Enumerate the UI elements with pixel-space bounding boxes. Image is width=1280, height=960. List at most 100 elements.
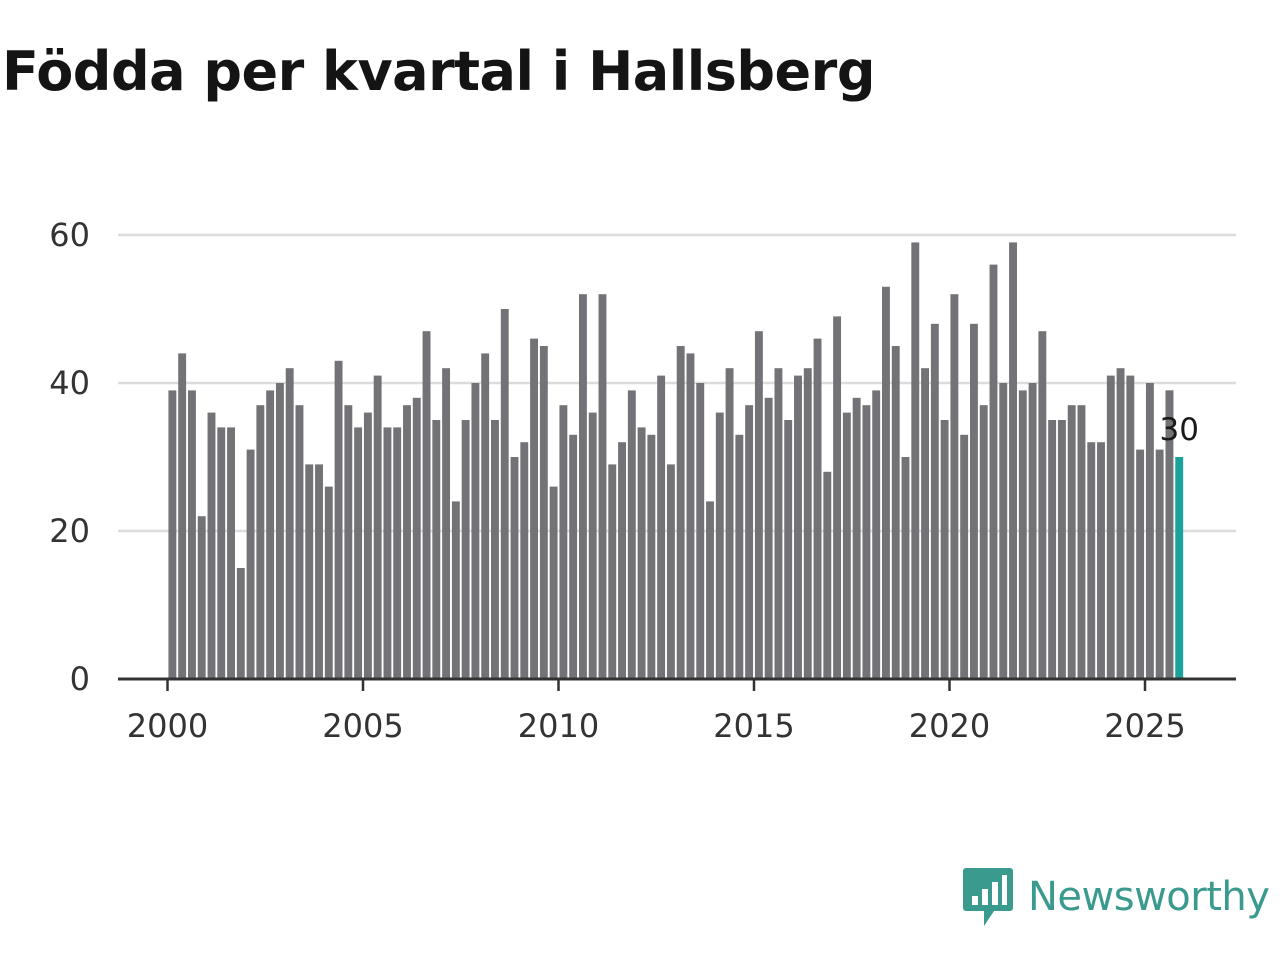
bar: [627, 390, 636, 679]
newsworthy-logo-icon: [963, 868, 1013, 926]
bar: [657, 375, 666, 679]
bar: [1155, 449, 1164, 679]
bar: [393, 427, 402, 679]
bar: [315, 464, 323, 679]
y-tick-label: 40: [49, 364, 90, 402]
bar: [940, 420, 949, 679]
bar: [451, 501, 460, 679]
bar: [794, 375, 802, 679]
bar: [901, 457, 910, 679]
bar: [383, 427, 392, 679]
bar: [275, 383, 284, 679]
bar: [960, 434, 969, 679]
bar: [530, 338, 539, 679]
bar: [725, 368, 734, 679]
bar: [930, 323, 939, 679]
bar: [442, 368, 451, 679]
bar: [217, 427, 226, 679]
bar: [774, 368, 783, 679]
bar: [510, 457, 519, 679]
bar: [911, 242, 920, 679]
x-tick-label: 2010: [518, 707, 599, 745]
bar: [735, 434, 744, 679]
bar: [891, 346, 900, 679]
bar: [588, 412, 597, 679]
bar: [246, 449, 255, 679]
bar: [1057, 420, 1066, 679]
bar: [1126, 375, 1135, 679]
bar: [1145, 383, 1154, 679]
bar: [491, 420, 499, 679]
bar: [403, 405, 411, 679]
bar: [989, 264, 998, 679]
bar: [227, 427, 235, 679]
bar: [862, 405, 871, 679]
y-tick-label: 0: [70, 660, 90, 698]
bar: [969, 323, 978, 679]
bars: [168, 242, 1184, 679]
annotations: 30: [1159, 412, 1198, 448]
x-tick-label: 2025: [1104, 707, 1185, 745]
bar: [373, 375, 382, 679]
bar: [1018, 390, 1027, 679]
bar: [549, 486, 558, 679]
bar: [784, 420, 793, 679]
x-tick-label: 2005: [322, 707, 403, 745]
y-axis-labels: 0 20 40 60: [49, 216, 90, 698]
bar: [520, 442, 529, 679]
bar: [950, 294, 959, 679]
bar: [305, 464, 314, 679]
bar: [187, 390, 196, 679]
x-tick-label: 2020: [909, 707, 990, 745]
y-tick-label: 20: [49, 512, 90, 550]
bar: [745, 405, 754, 679]
bar: [578, 294, 587, 679]
bar: [666, 464, 675, 679]
bar-segment: [1165, 390, 1174, 437]
bar: [1028, 383, 1037, 679]
bar: [1106, 375, 1115, 679]
bar: [1067, 405, 1076, 679]
bar: [686, 353, 695, 679]
bar: [354, 427, 363, 679]
brand-name: Newsworthy: [1028, 874, 1270, 920]
bar: [1038, 331, 1047, 679]
bar: [207, 412, 216, 679]
bar: [754, 331, 763, 679]
bar: [295, 405, 304, 679]
bar: [178, 353, 187, 679]
bar: [236, 568, 245, 679]
bar-highlight: [1175, 457, 1184, 679]
bar: [979, 405, 988, 679]
bar: [764, 397, 773, 679]
bar: [1087, 442, 1096, 679]
bar: [696, 383, 705, 679]
bar: [647, 434, 656, 679]
x-axis: [118, 677, 1236, 691]
bar: [676, 346, 685, 679]
bar: [266, 390, 275, 679]
bar: [324, 486, 333, 679]
bar: [842, 412, 851, 679]
bar: [823, 471, 832, 679]
bar: [921, 368, 930, 679]
bar: [608, 464, 617, 679]
bar: [344, 405, 353, 679]
bar: [256, 405, 265, 679]
bar: [618, 442, 626, 679]
bar: [1048, 420, 1057, 679]
bar: [1136, 449, 1145, 679]
bar: [1077, 405, 1086, 679]
x-tick-label: 2015: [713, 707, 794, 745]
bar: [872, 390, 881, 679]
bar: [422, 331, 431, 679]
bar: [882, 286, 890, 679]
bar: [569, 434, 578, 679]
bar: [334, 360, 343, 679]
bar: [598, 294, 607, 679]
brand-logo[interactable]: Newsworthy: [962, 862, 1270, 932]
bar: [197, 516, 206, 679]
bar: [852, 397, 861, 679]
bar: [803, 368, 812, 679]
highlight-value-label: 30: [1159, 412, 1198, 448]
